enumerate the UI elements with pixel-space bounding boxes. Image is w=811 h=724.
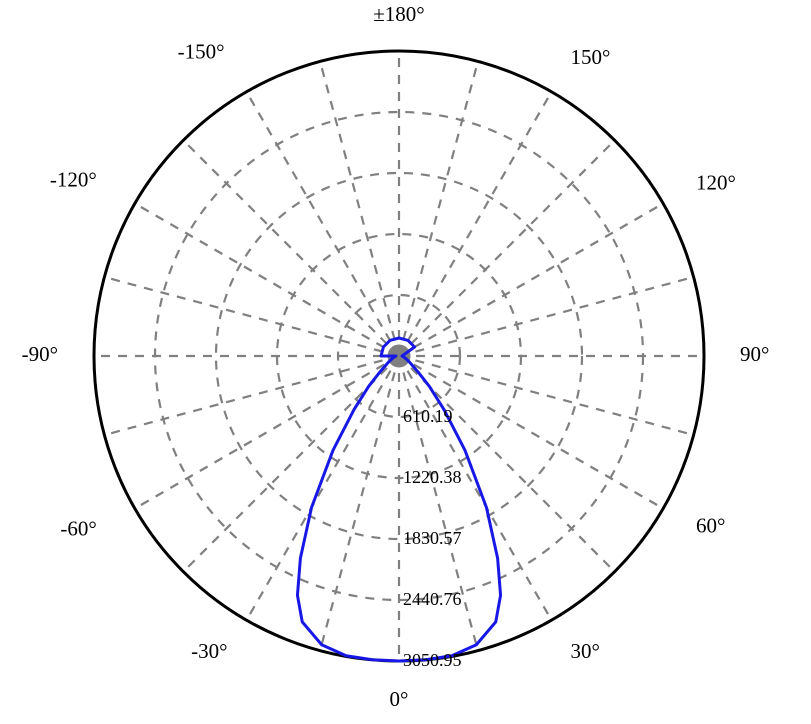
- angle-tick-label: -150°: [178, 40, 225, 64]
- angle-tick-label: 60°: [696, 513, 725, 537]
- angle-tick-label: -90°: [22, 342, 58, 366]
- radial-tick-label: 610.19: [403, 406, 453, 426]
- angle-tick-label: 0°: [390, 687, 409, 711]
- angle-tick-label: -60°: [60, 516, 96, 540]
- angle-tick-label: 90°: [740, 342, 769, 366]
- radial-tick-label: 3050.95: [403, 650, 462, 670]
- polar-chart: 610.19 1220.38 1830.57 2440.76 3050.95 ±180° 1…: [0, 0, 811, 724]
- radial-tick-label: 2440.76: [403, 589, 462, 609]
- radial-tick-label: 1220.38: [403, 467, 462, 487]
- angle-tick-label: 30°: [571, 639, 600, 663]
- angle-tick-label: 120°: [696, 170, 736, 194]
- angle-tick-label: -120°: [50, 167, 97, 191]
- angle-tick-label: 150°: [571, 45, 611, 69]
- angle-tick-label: -30°: [191, 639, 227, 663]
- angle-tick-label: ±180°: [373, 2, 424, 26]
- radial-tick-label: 1830.57: [403, 528, 462, 548]
